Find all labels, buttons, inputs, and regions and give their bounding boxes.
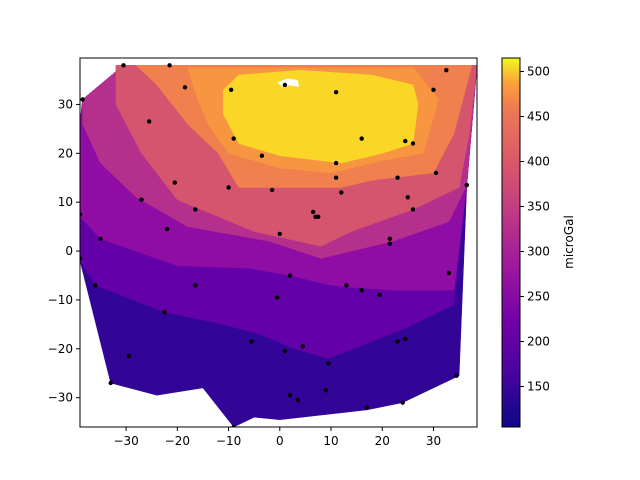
colorbar-tick-label: 400 xyxy=(527,155,550,169)
x-tick-label: −10 xyxy=(216,434,241,448)
station-point xyxy=(433,170,439,176)
station-point xyxy=(164,226,170,232)
x-tick-label: 30 xyxy=(426,434,441,448)
station-point xyxy=(139,197,144,202)
contour-fill-layer xyxy=(80,65,477,427)
station-point xyxy=(387,241,393,246)
station-point xyxy=(80,97,85,102)
y-tick-label: −20 xyxy=(48,342,73,356)
x-tick-label: −30 xyxy=(113,434,138,448)
station-point xyxy=(454,373,459,378)
station-point xyxy=(400,400,405,405)
y-tick-label: 20 xyxy=(58,146,73,160)
station-point xyxy=(182,85,188,90)
y-axis: −30 −20 −10 0 10 20 30 xyxy=(48,97,80,405)
station-point xyxy=(403,336,408,342)
x-tick-label: 0 xyxy=(276,434,284,448)
colorbar-tick-label: 500 xyxy=(527,65,550,79)
station-point xyxy=(282,82,288,88)
station-point xyxy=(108,380,113,386)
y-tick-label: −30 xyxy=(48,391,73,405)
station-point xyxy=(162,309,167,315)
station-point xyxy=(310,209,316,215)
station-point xyxy=(228,87,234,93)
station-point xyxy=(147,119,152,124)
station-point xyxy=(364,405,370,410)
y-tick-label: 30 xyxy=(58,97,73,111)
x-axis: −30 −20 −10 0 10 20 30 xyxy=(113,427,441,448)
station-point xyxy=(282,349,288,354)
station-point xyxy=(269,187,275,193)
station-point xyxy=(295,397,300,403)
station-point xyxy=(226,185,231,190)
station-point xyxy=(126,353,131,359)
contour-gap xyxy=(277,78,300,87)
station-point xyxy=(339,190,344,195)
station-point xyxy=(323,388,329,393)
station-point xyxy=(275,295,280,300)
station-point xyxy=(333,90,339,95)
station-point xyxy=(287,273,293,278)
station-point xyxy=(231,424,236,427)
station-point xyxy=(444,68,449,73)
plot-frame xyxy=(79,57,478,428)
station-point xyxy=(431,87,436,93)
y-tick-label: −10 xyxy=(48,293,73,307)
station-point xyxy=(80,212,83,217)
station-point xyxy=(93,283,98,288)
station-point xyxy=(172,180,177,185)
station-point xyxy=(316,214,321,219)
colorbar-tick-label: 250 xyxy=(527,290,550,304)
colorbar-tick-label: 200 xyxy=(527,335,550,349)
station-point xyxy=(387,236,393,241)
station-point xyxy=(231,136,236,141)
station-point xyxy=(377,292,382,298)
station-point xyxy=(410,141,416,146)
x-tick-label: 10 xyxy=(323,434,338,448)
station-points-layer xyxy=(80,63,469,427)
station-point xyxy=(326,361,331,366)
station-point xyxy=(121,63,126,68)
colorbar-tick-label: 450 xyxy=(527,110,550,124)
y-tick-label: 10 xyxy=(58,195,73,209)
station-point xyxy=(410,207,416,212)
station-point xyxy=(464,182,469,188)
station-point xyxy=(98,236,103,241)
x-tick-label: 20 xyxy=(375,434,390,448)
station-point xyxy=(395,175,400,180)
station-point xyxy=(249,339,254,344)
station-point xyxy=(333,175,339,180)
colorbar-gradient xyxy=(501,57,521,428)
station-point xyxy=(333,160,339,166)
station-point xyxy=(80,256,83,261)
station-point xyxy=(193,207,198,212)
colorbar-tick-label: 150 xyxy=(527,380,550,394)
station-point xyxy=(167,63,172,68)
x-tick-label: −20 xyxy=(165,434,190,448)
station-point xyxy=(193,283,198,288)
colorbar-label: microGal xyxy=(562,215,576,269)
station-point xyxy=(359,288,364,293)
station-point xyxy=(395,339,400,344)
station-point xyxy=(259,153,265,158)
colorbar-tick-label: 300 xyxy=(527,245,550,259)
station-point xyxy=(403,138,408,144)
station-point xyxy=(446,270,451,276)
station-point xyxy=(287,393,293,398)
station-point xyxy=(277,231,282,237)
colorbar-tick-label: 350 xyxy=(527,200,550,214)
colorbar: 150 200 250 300 350 400 450 500 microGal xyxy=(501,57,576,428)
station-point xyxy=(405,195,410,200)
station-point xyxy=(344,283,349,288)
station-point xyxy=(359,136,364,141)
station-point xyxy=(300,344,305,349)
y-tick-label: 0 xyxy=(65,244,73,258)
